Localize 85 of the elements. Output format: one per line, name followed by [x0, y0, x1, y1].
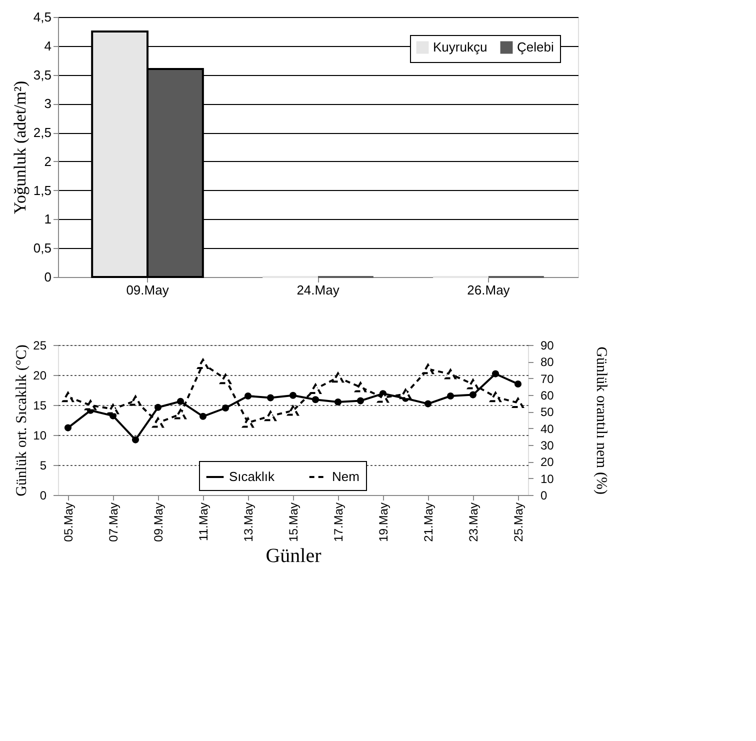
y2-tick-label: 60 — [540, 388, 554, 402]
legend-label: Nem — [332, 469, 360, 484]
y-tick-label: 20 — [33, 368, 47, 382]
x-axis-title: Günler — [266, 544, 322, 567]
y-tick-label: 3 — [44, 96, 52, 112]
y2-tick-label: 80 — [540, 355, 554, 370]
point — [264, 410, 276, 422]
legend-label: Çelebi — [517, 40, 554, 55]
point — [64, 424, 72, 432]
point — [312, 396, 320, 404]
point — [107, 404, 119, 414]
y-tick-label: 4 — [44, 38, 52, 54]
point — [287, 406, 299, 416]
y-tick-label: 2,5 — [33, 125, 52, 140]
point — [130, 396, 142, 406]
point — [354, 382, 366, 392]
y-tick-label: 0,5 — [33, 240, 52, 256]
point — [424, 400, 432, 408]
point — [199, 412, 207, 420]
point — [446, 392, 454, 400]
y-axis-title: Günlük ort. Sıcaklık (°C) — [14, 344, 30, 496]
y-tick-label: 25 — [33, 338, 47, 352]
y2-tick-label: 30 — [540, 438, 554, 452]
point — [310, 384, 322, 394]
y-tick-label: 3,5 — [33, 67, 52, 82]
point — [222, 404, 230, 412]
y-tick-label: 15 — [33, 398, 47, 412]
point — [84, 400, 96, 410]
point — [176, 398, 184, 405]
y-tick-label: 5 — [40, 458, 47, 472]
y2-axis-title: Günlük orantılı nem (%) — [592, 346, 609, 494]
legend-label: Kuyrukçu — [433, 40, 488, 55]
point — [400, 388, 412, 400]
x-tick-label: 13.May — [242, 502, 256, 542]
y-tick-label: 0 — [40, 488, 47, 502]
y-tick-label: 10 — [33, 428, 47, 442]
x-tick-label: 15.May — [286, 502, 300, 542]
point — [62, 392, 74, 402]
point — [220, 374, 232, 384]
y2-tick-label: 40 — [540, 422, 554, 436]
y-tick-label: 4,5 — [33, 10, 52, 24]
point — [242, 418, 254, 428]
point — [244, 392, 252, 400]
x-tick-label: 26.May — [467, 282, 510, 298]
point — [444, 369, 456, 380]
y-tick-label: 0 — [44, 270, 52, 284]
point — [422, 364, 434, 374]
point — [469, 391, 477, 398]
x-tick-label: 17.May — [332, 502, 346, 542]
y2-tick-label: 20 — [540, 455, 554, 470]
point — [289, 392, 297, 399]
point — [490, 392, 502, 402]
x-tick-label: 09.May — [126, 282, 170, 298]
y2-tick-label: 70 — [540, 372, 554, 386]
y-tick-label: 1,5 — [33, 182, 52, 198]
x-tick-label: 05.May — [62, 502, 76, 542]
x-tick-label: 25.May — [512, 502, 526, 542]
x-tick-label: 11.May — [196, 502, 210, 541]
y2-tick-label: 90 — [540, 338, 554, 352]
point — [197, 358, 209, 369]
x-tick-label: 19.May — [376, 502, 390, 542]
y-tick-label: 2 — [44, 154, 52, 169]
point — [174, 409, 186, 420]
point — [514, 380, 522, 388]
point — [132, 436, 140, 444]
x-tick-label: 24.May — [296, 282, 340, 298]
legend-label: Sıcaklık — [229, 469, 276, 484]
x-tick-label: 09.May — [152, 502, 166, 542]
y2-tick-label: 0 — [540, 488, 548, 502]
point — [467, 379, 479, 390]
point — [332, 372, 344, 383]
point — [492, 370, 500, 378]
y2-tick-label: 50 — [540, 405, 554, 420]
x-tick-label: 07.May — [106, 502, 120, 542]
point — [356, 397, 364, 404]
y-tick-label: 1 — [44, 212, 52, 227]
y-axis-title: Yoğunluk (adet/m²) — [10, 80, 30, 214]
y2-tick-label: 10 — [540, 472, 554, 486]
point — [334, 398, 342, 406]
point — [154, 404, 162, 411]
point — [152, 418, 164, 428]
x-tick-label: 21.May — [422, 502, 436, 542]
x-tick-label: 23.May — [466, 502, 480, 542]
point — [512, 398, 524, 408]
point — [266, 394, 274, 402]
